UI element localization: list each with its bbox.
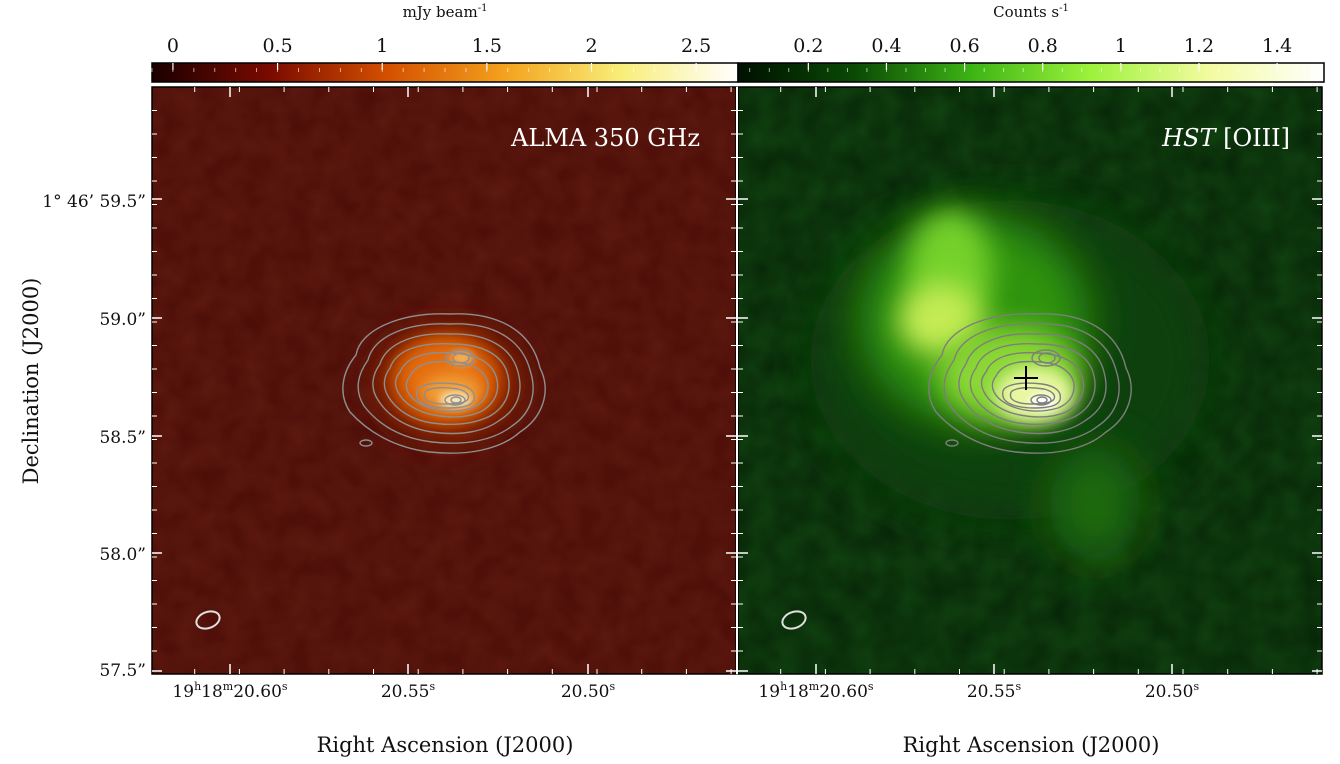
colorbar-alma-tick-label: 2 [585, 35, 597, 57]
colorbar-alma-tick-label: 1.5 [472, 35, 502, 57]
hst-panel-label-italic: HST [1161, 124, 1217, 152]
y-tick-label: 57.5” [99, 661, 146, 681]
colorbar-hst: 0.2 0.4 0.6 0.8 1 1.2 1.4 Counts s-1 [737, 3, 1325, 83]
alma-emission [370, 320, 526, 444]
colorbar-alma-unit: mJy beam [403, 3, 478, 21]
y-axis-label: Declination (J2000) [19, 278, 43, 485]
colorbar-hst-unit-exponent: -1 [1059, 3, 1069, 14]
colorbar-alma-unit-exponent: -1 [478, 3, 488, 14]
alma-beam [195, 610, 221, 630]
hst-panel-label-rest: [OIII] [1216, 124, 1290, 152]
x-tick-label-alma-second: 20.55s [381, 680, 436, 702]
x-tick-label-alma-first: 19h18m20.60s [172, 680, 287, 702]
x-axis-alma: 19h18m20.60s 20.55s 20.50s Right Ascensi… [172, 680, 615, 757]
colorbar-hst-label: Counts s-1 [993, 3, 1069, 21]
hst-emission [810, 200, 1210, 563]
alma-panel-label: ALMA 350 GHz [510, 124, 700, 152]
colorbar-hst-tick-label: 1.4 [1262, 35, 1292, 57]
x-axis-label-hst: Right Ascension (J2000) [903, 733, 1160, 757]
x-tick-label-hst-third: 20.50s [1145, 680, 1200, 702]
colorbar-alma-ticks: 0 0.5 1 1.5 2 2.5 [167, 35, 711, 70]
colorbar-hst-ticks: 0.2 0.4 0.6 0.8 1 1.2 1.4 [793, 35, 1292, 70]
colorbar-alma-gradient [151, 62, 739, 83]
colorbar-alma-tick-label: 0.5 [262, 35, 292, 57]
axis-ticks [152, 87, 1322, 674]
colorbar-alma-tick-label: 2.5 [681, 35, 711, 57]
colorbar-hst-unit: Counts s [993, 3, 1059, 21]
x-tick-label-hst-first: 19h18m20.60s [758, 680, 873, 702]
hst-beam [781, 610, 807, 630]
y-tick-label: 58.5” [99, 428, 146, 448]
colorbar-hst-tick-label: 0.2 [793, 35, 823, 57]
colorbar-alma-tick-label: 0 [167, 35, 179, 57]
x-axis-hst: 19h18m20.60s 20.55s 20.50s Right Ascensi… [758, 680, 1199, 757]
colorbar-hst-tick-label: 0.4 [871, 35, 901, 57]
colorbar-alma: 0 0.5 1 1.5 2 2.5 mJy beam-1 [151, 3, 739, 83]
hst-centroid-marker [1014, 366, 1038, 390]
y-tick-label: 59.0” [99, 310, 146, 330]
colorbar-hst-tick-label: 0.8 [1028, 35, 1058, 57]
y-tick-label: 1° 46’ 59.5” [42, 192, 146, 212]
colorbar-hst-minor-ticks [749, 68, 1317, 72]
colorbar-hst-gradient [737, 62, 1325, 83]
panel-hst: HST [OIII] [738, 87, 1322, 674]
x-tick-label-alma-third: 20.50s [561, 680, 616, 702]
y-axis: 1° 46’ 59.5” 59.0” 58.5” 58.0” 57.5” Dec… [19, 192, 146, 681]
x-axis-label-alma: Right Ascension (J2000) [317, 733, 574, 757]
panel-alma: ALMA 350 GHz [152, 87, 736, 674]
y-tick-label: 58.0” [99, 545, 146, 565]
colorbar-hst-tick-label: 1.2 [1184, 35, 1214, 57]
hst-panel-label: HST [OIII] [1161, 124, 1290, 152]
colorbar-hst-tick-label: 0.6 [949, 35, 979, 57]
colorbar-hst-tick-label: 1 [1115, 35, 1127, 57]
colorbar-alma-label: mJy beam-1 [403, 3, 488, 21]
x-tick-label-hst-second: 20.55s [967, 680, 1022, 702]
colorbar-alma-tick-label: 1 [376, 35, 388, 57]
